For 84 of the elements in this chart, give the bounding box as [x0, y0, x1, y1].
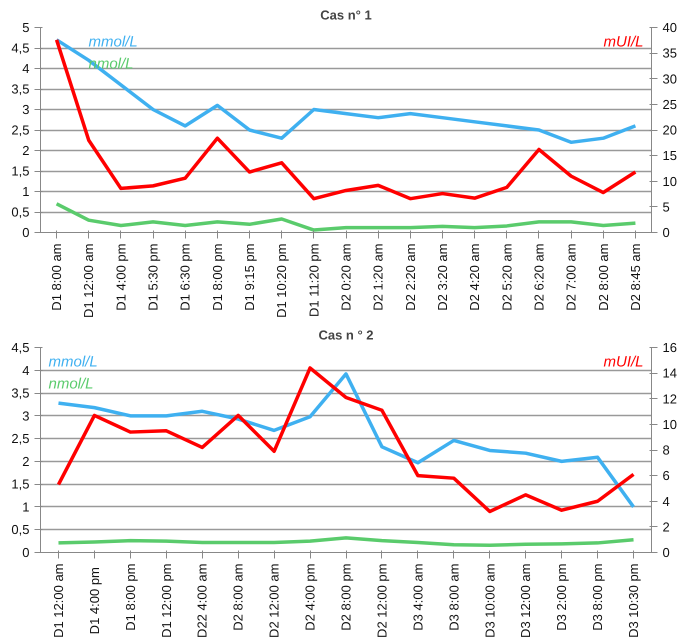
y2-tick-label: 40 [662, 20, 677, 35]
text: nmol/L [48, 376, 94, 392]
y2-tick-label: 25 [662, 96, 677, 112]
y2-tick-label: 14 [662, 366, 677, 381]
x-tick-label: D3 4:00 am [410, 564, 426, 631]
x-tick-label: D1 12:00 am [50, 563, 66, 638]
y2-tick-label: 12 [662, 391, 677, 406]
x-tick-label: D2 12:00 am [266, 563, 282, 638]
y-tick-label: 4,5 [11, 40, 30, 56]
y-tick-label: 3,5 [11, 386, 30, 401]
y-tick-label: 4 [22, 362, 30, 378]
y2-tick-label: 30 [662, 71, 677, 86]
y-tick-label: 2,5 [11, 122, 30, 138]
y2-tick-label: 20 [662, 122, 677, 138]
x-tick-label: D1 11:20 pm [306, 244, 322, 317]
y2-tick-label: 6 [662, 468, 670, 484]
y-tick-label: 4 [22, 61, 30, 76]
y-tick-label: 0 [22, 225, 30, 240]
x-tick-label: D2 0:20 am [338, 244, 354, 311]
y-tick-label: 2 [22, 454, 30, 469]
line-series [54, 202, 638, 232]
x-tick-label: D2 8:00 am [596, 244, 611, 311]
y2-tick-label: 35 [662, 46, 677, 61]
x-tick-label: D1 8:00 pm [122, 564, 138, 631]
y-tick-label: 1,5 [11, 476, 30, 492]
y-tick-label: 0,5 [11, 522, 30, 538]
x-tick-label: D2 8:00 am [230, 564, 246, 631]
y2-tick-label: 4 [662, 494, 670, 509]
series-label: mmol/L [88, 34, 138, 50]
line-series [56, 536, 636, 547]
y2-tick-label: 8 [662, 442, 670, 458]
x-tick-label: D2 5:20 am [499, 244, 514, 311]
x-tick-label: D1 8:00 am [49, 244, 64, 311]
chart-title: Cas n ° 2 [318, 328, 374, 342]
x-tick-label: D2 4:20 am [467, 244, 482, 311]
x-tick-label: D2 8:45 am [628, 244, 643, 311]
y2-tick-label: 15 [662, 148, 677, 164]
x-tick-label: D1 5:30 pm [146, 244, 161, 311]
y-tick-label: 0,5 [11, 204, 30, 220]
x-tick-label: D2 6:20 am [531, 244, 546, 311]
x-tick-label: D1 8:00 pm [210, 244, 225, 311]
y-tick-label: 0 [22, 545, 30, 560]
y2-tick-label: 5 [662, 199, 670, 214]
x-tick-label: D3 12:00 am [518, 563, 534, 638]
y-tick-label: 1,5 [11, 164, 30, 178]
y-tick-label: 2 [22, 143, 30, 158]
y2-tick-label: 0 [662, 225, 670, 240]
x-tick-label: D3 8:00 am [446, 564, 462, 631]
chart-title: Cas n° 1 [320, 8, 372, 22]
x-tick-label: D2 1:20 am [370, 244, 386, 311]
x-tick-label: D3 2:00 pm [554, 564, 570, 631]
y-tick-label: 3 [22, 408, 30, 424]
x-tick-label: D2 7:00 am [564, 244, 579, 311]
x-tick-label: D1 9:15 pm [242, 244, 258, 311]
x-tick-label: D3 10:30 pm [626, 563, 642, 638]
text: mUI/L [603, 354, 644, 370]
text: mUI/L [603, 34, 644, 50]
x-tick-label: D2 2:20 am [402, 244, 418, 311]
x-tick-label: D1 10:20 pm [274, 243, 290, 318]
x-tick-label: D1 12:00 am [81, 243, 96, 318]
y-tick-label: 1 [22, 184, 30, 199]
x-tick-label: D2 12:00 pm [374, 563, 390, 638]
x-tick-label: D1 4:00 pm [113, 244, 128, 311]
y-tick-label: 3,5 [11, 82, 30, 96]
y-tick-label: 5 [22, 20, 30, 35]
x-tick-label: D1 12:00 pm [158, 563, 174, 638]
x-tick-label: D1 4:00 pm [86, 567, 102, 634]
y2-tick-label: 10 [662, 174, 677, 189]
y-tick-label: 2,5 [11, 431, 30, 446]
y-tick-label: 4,5 [11, 340, 30, 355]
x-tick-label: D2 8:00 pm [338, 564, 354, 631]
x-tick-label: D3 8:00 pm [590, 564, 606, 631]
y-tick-label: 3 [22, 102, 30, 117]
y2-tick-label: 2 [662, 519, 670, 534]
x-tick-label: D3 10:00 am [482, 563, 498, 638]
y2-tick-label: 16 [662, 340, 677, 355]
x-tick-label: D2 3:20 am [434, 244, 450, 311]
text: mmol/L [48, 354, 98, 370]
y2-tick-label: 0 [662, 545, 670, 560]
x-tick-label: D22 4:00 am [194, 563, 210, 638]
x-tick-label: D1 6:30 pm [178, 244, 193, 311]
y-tick-label: 1 [22, 499, 30, 514]
x-tick-label: D2 4:00 pm [302, 564, 318, 631]
y2-tick-label: 10 [662, 416, 677, 432]
